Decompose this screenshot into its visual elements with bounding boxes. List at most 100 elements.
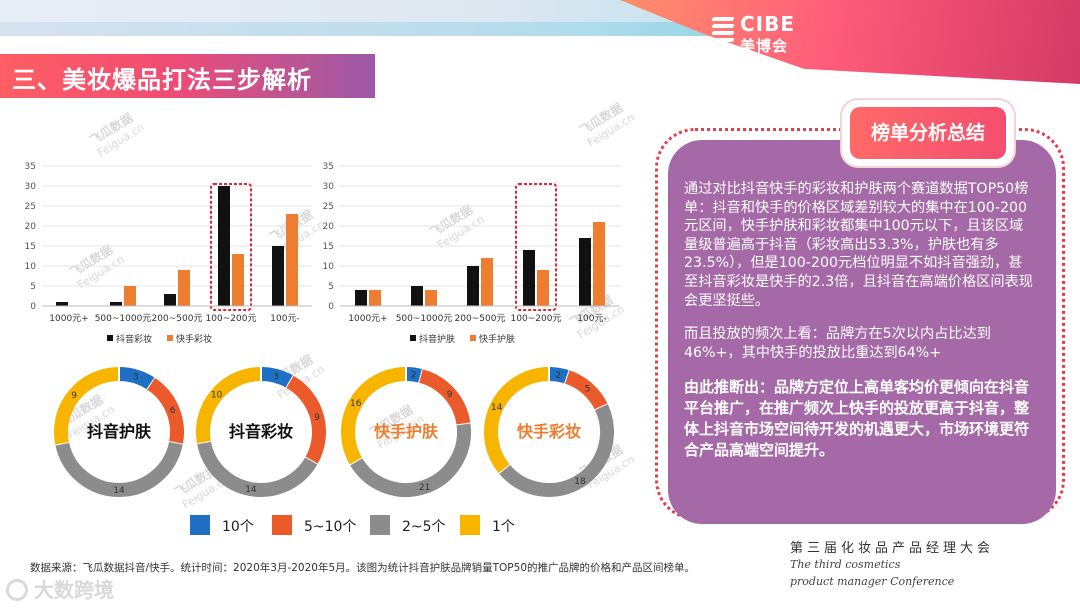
donut-legend: 10个 5~10个 2~5个 1个	[190, 515, 550, 537]
donut-value-label: 21	[419, 483, 430, 493]
x-tick-label: 500~1000元	[95, 314, 152, 324]
legend-swatch	[470, 335, 476, 341]
summary-header: 榜单分析总结	[842, 100, 1014, 166]
x-tick-label: 500~1000元	[396, 314, 453, 324]
donut-slice-2~5个	[55, 441, 183, 497]
bar-抖音护肤-500~1000元	[411, 286, 423, 306]
bar-抖音彩妆-100元-	[272, 246, 284, 306]
x-tick-label: 200~500元	[455, 314, 506, 324]
y-tick-label: 5	[328, 282, 334, 292]
legend-swatch	[107, 335, 113, 341]
legend-item: 5~10个	[272, 515, 356, 536]
x-tick-label: 100~200元	[206, 314, 257, 324]
donut-slice-1个	[196, 367, 262, 444]
x-tick-label: 100元-	[270, 314, 299, 324]
summary-panel	[668, 140, 1056, 524]
donut-slice-1个	[341, 367, 407, 465]
conference-name-en-1: The third cosmetics	[790, 558, 901, 571]
donut-value-label: 2	[411, 370, 417, 380]
logo-text-cn: 美博会	[740, 37, 789, 55]
x-tick-label: 100~200元	[511, 314, 562, 324]
y-tick-label: 0	[328, 302, 334, 312]
bar-抖音彩妆-200~500元	[164, 294, 176, 306]
donut-separator	[418, 368, 424, 383]
donut-value-label: 3	[133, 372, 139, 382]
x-tick-label: 1000元+	[49, 314, 88, 324]
donut-value-label: 10	[211, 391, 223, 401]
bar-快手彩妆-200~500元	[178, 270, 190, 306]
donut-slice-2~5个	[349, 423, 471, 497]
cibe-logo: CIBE 美博会	[711, 12, 832, 60]
highlight-box	[210, 183, 252, 311]
bar-chart-skincare: 0 5 10 15 20 25 30 35 1000元+ 500~1000元 200~500元 100…	[308, 150, 628, 350]
summary-paragraph-1: 通过对比抖音快手的彩妆和护肤两个赛道数据TOP50榜单：抖音和快手的价格区域差别…	[684, 181, 1033, 309]
y-tick-label: 30	[25, 182, 37, 192]
donut-title: 快手护肤	[373, 422, 438, 441]
legend-swatch	[370, 515, 390, 535]
legend-swatch	[190, 515, 210, 535]
donut-douyin-makeup: 3 9 14 10 抖音彩妆	[195, 366, 327, 498]
bar-抖音护肤-100元-	[579, 238, 591, 306]
y-tick-label: 20	[25, 222, 37, 232]
donut-slice-1个	[484, 367, 550, 474]
y-tick-label: 5	[30, 282, 36, 292]
donut-value-label: 14	[245, 485, 257, 495]
y-tick-label: 0	[30, 302, 36, 312]
donut-value-label: 9	[314, 413, 320, 423]
bar-抖音护肤-1000元+	[355, 290, 367, 306]
y-tick-label: 20	[323, 222, 335, 232]
logo-swoosh	[620, 0, 1080, 84]
y-tick-label: 25	[25, 202, 36, 212]
bar-快手彩妆-500~1000元	[124, 286, 136, 306]
bar-快手彩妆-100~200元	[232, 254, 244, 306]
conference-name-cn: 第三届化妆品产品经理大会	[790, 541, 995, 556]
legend-swatch	[410, 335, 416, 341]
donut-title: 抖音彩妆	[228, 422, 293, 441]
bar-chart-makeup: 0 5 10 15 20 25 30 35 1000元+ 500~1000元 200~500元 100…	[10, 150, 320, 350]
conference-name-en-2: product manager Conference	[790, 575, 955, 588]
data-source-note: 数据来源：飞瓜数据抖音/快手。统计时间：2020年3月-2020年5月。该图为统…	[30, 562, 695, 574]
donut-slice-5~10个	[286, 375, 326, 465]
legend-label: 抖音彩妆	[116, 333, 152, 345]
legend-label: 抖音护肤	[419, 333, 455, 345]
donut-title: 抖音护肤	[86, 422, 151, 441]
donut-value-label: 9	[71, 391, 77, 401]
legend-item: 2~5个	[370, 515, 446, 536]
donut-value-label: 3	[273, 372, 279, 382]
x-tick-label: 200~500元	[152, 314, 203, 324]
y-tick-label: 15	[323, 242, 334, 252]
donut-slice-5~10个	[564, 370, 608, 411]
y-tick-label: 10	[25, 262, 37, 272]
donut-separator	[456, 422, 471, 427]
y-tick-label: 30	[323, 182, 335, 192]
donut-value-label: 14	[113, 486, 125, 496]
donut-value-label: 16	[350, 399, 362, 409]
donut-title: 快手彩妆	[516, 422, 581, 441]
x-tick-label: 1000元+	[348, 314, 387, 324]
legend-swatch	[272, 515, 292, 535]
y-tick-label: 15	[25, 242, 36, 252]
corner-brand-logo: 大数跨境	[6, 574, 114, 603]
donut-kuaishou-skincare: 2 9 21 16 快手护肤	[340, 366, 472, 498]
donut-slice-5~10个	[147, 377, 184, 445]
cibe-logo-icon	[711, 14, 735, 54]
legend-item: 10个	[190, 515, 254, 536]
x-tick-label: 100元-	[577, 314, 606, 324]
donut-slice-1个	[54, 367, 120, 445]
y-tick-label: 10	[323, 262, 335, 272]
summary-text: 通过对比抖音快手的彩妆和护肤两个赛道数据TOP50榜单：抖音和快手的价格区域差别…	[684, 180, 1034, 476]
donut-value-label: 2	[555, 371, 561, 381]
donut-slice-10个	[260, 367, 294, 388]
legend-item: 1个	[460, 515, 515, 536]
bar-快手彩妆-100元-	[286, 214, 298, 306]
donut-value-label: 6	[170, 406, 176, 416]
donut-douyin-skincare: 3 6 14 9 抖音护肤	[53, 366, 185, 498]
donut-slice-2~5个	[498, 404, 614, 497]
donut-slice-10个	[118, 367, 156, 390]
legend-label: 快手彩妆	[176, 333, 212, 345]
bar-快手护肤-200~500元	[481, 258, 493, 306]
summary-paragraph-2: 而且投放的频次上看：品牌方在5次以内占比达到46%+，其中快手的投放比重达到64…	[684, 326, 991, 361]
section-title-band: 三、美妆爆品打法三步解析	[0, 54, 375, 98]
